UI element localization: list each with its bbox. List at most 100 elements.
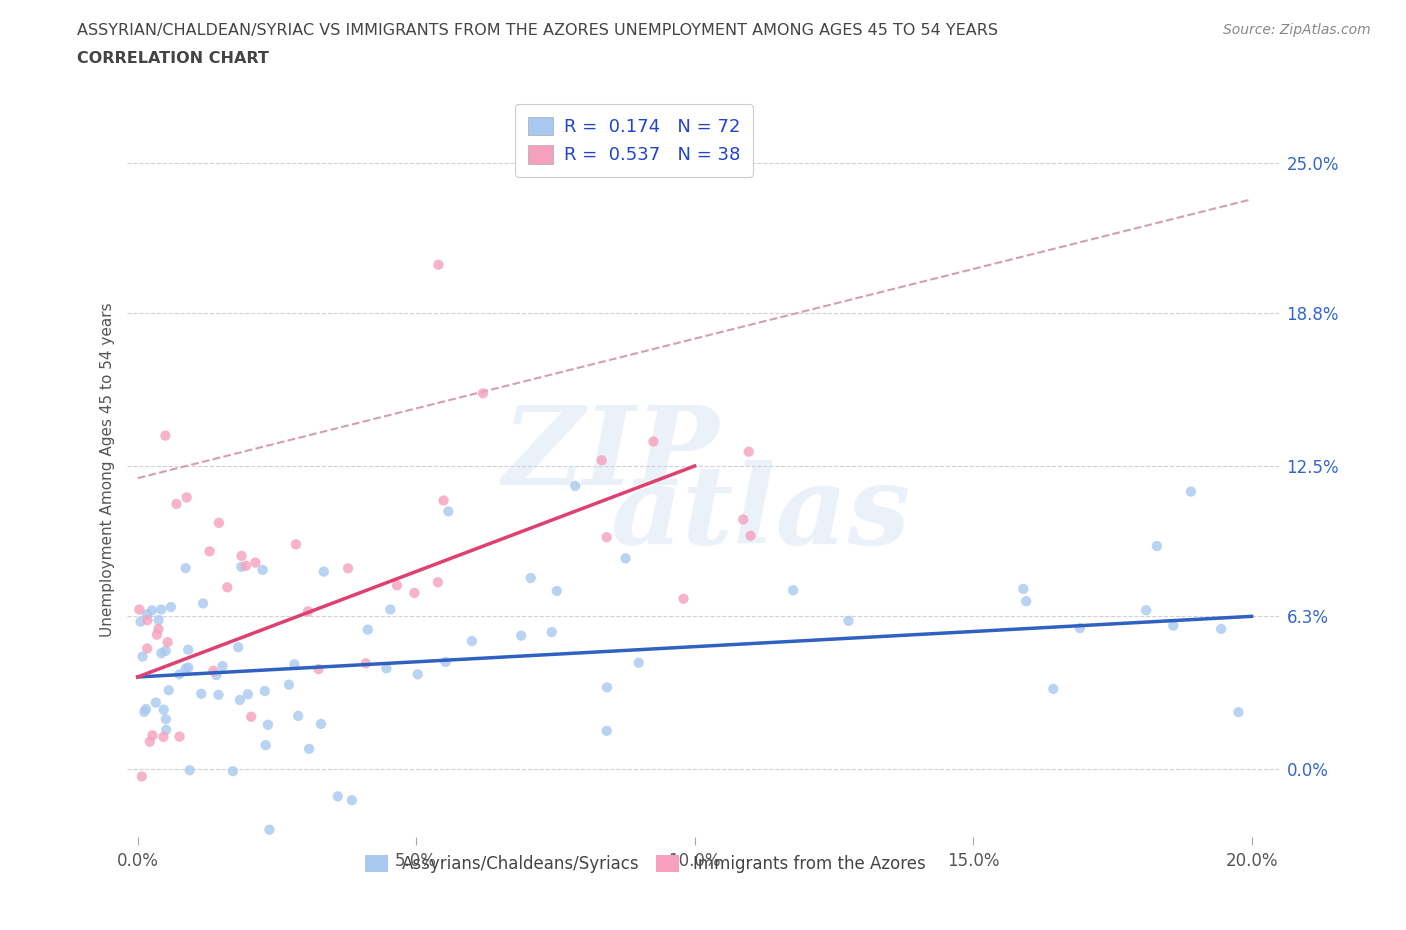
Point [357,622,380,637]
Point [404,586,426,601]
Point [177,643,200,658]
Point [139,734,162,749]
Point [297,604,319,618]
Point [205,668,228,683]
Point [284,537,307,551]
Point [190,686,212,701]
Point [169,729,191,744]
Point [152,729,174,744]
Point [136,613,159,628]
Point [146,627,169,642]
Point [283,657,305,671]
Point [141,728,163,743]
Point [427,258,450,272]
Point [385,578,408,592]
Point [152,702,174,717]
Point [672,591,695,606]
Point [1227,705,1250,720]
Point [1180,485,1202,499]
Point [217,580,239,595]
Point [308,661,330,676]
Point [259,822,281,837]
Text: ZIP: ZIP [502,401,718,509]
Point [198,544,221,559]
Point [546,583,568,598]
Point [627,656,650,671]
Point [160,600,183,615]
Point [643,434,665,449]
Point [155,723,177,737]
Point [145,695,167,710]
Point [252,563,274,578]
Point [540,625,562,640]
Point [1211,621,1233,636]
Point [131,649,153,664]
Point [564,478,586,493]
Point [257,717,280,732]
Point [131,769,153,784]
Point [738,445,761,459]
Point [169,667,191,682]
Point [1069,620,1091,635]
Point [174,561,197,576]
Point [437,504,460,519]
Point [150,602,173,617]
Point [156,634,179,649]
Point [128,602,150,617]
Point [614,551,637,565]
Point [782,583,804,598]
Point [179,763,201,777]
Point [134,704,156,719]
Point [236,686,259,701]
Point [136,641,159,656]
Point [191,596,214,611]
Point [1135,603,1157,618]
Point [235,558,257,573]
Point [1161,618,1184,633]
Point [837,614,859,629]
Point [1042,682,1064,697]
Point [596,724,619,738]
Point [1146,538,1168,553]
Point [135,701,157,716]
Point [166,497,188,512]
Point [375,661,398,676]
Point [136,607,159,622]
Point [426,575,449,590]
Point [312,565,335,579]
Point [287,709,309,724]
Point [177,660,200,675]
Point [432,493,454,508]
Point [150,645,173,660]
Point [148,613,170,628]
Point [155,711,177,726]
Point [326,789,349,804]
Point [240,710,263,724]
Point [1012,581,1035,596]
Point [229,693,252,708]
Point [354,656,377,671]
Point [298,741,321,756]
Point [340,792,363,807]
Point [277,677,299,692]
Point [434,655,457,670]
Point [222,764,245,778]
Point [472,386,495,401]
Point [733,512,755,527]
Point [155,428,177,443]
Point [245,555,267,570]
Point [141,603,163,618]
Text: Source: ZipAtlas.com: Source: ZipAtlas.com [1223,23,1371,37]
Point [596,680,619,695]
Point [519,570,541,585]
Point [591,453,613,468]
Point [253,684,276,698]
Point [740,528,762,543]
Point [254,737,277,752]
Point [174,661,197,676]
Point [231,549,253,564]
Point [176,490,198,505]
Point [461,633,484,648]
Point [595,530,617,545]
Point [202,663,225,678]
